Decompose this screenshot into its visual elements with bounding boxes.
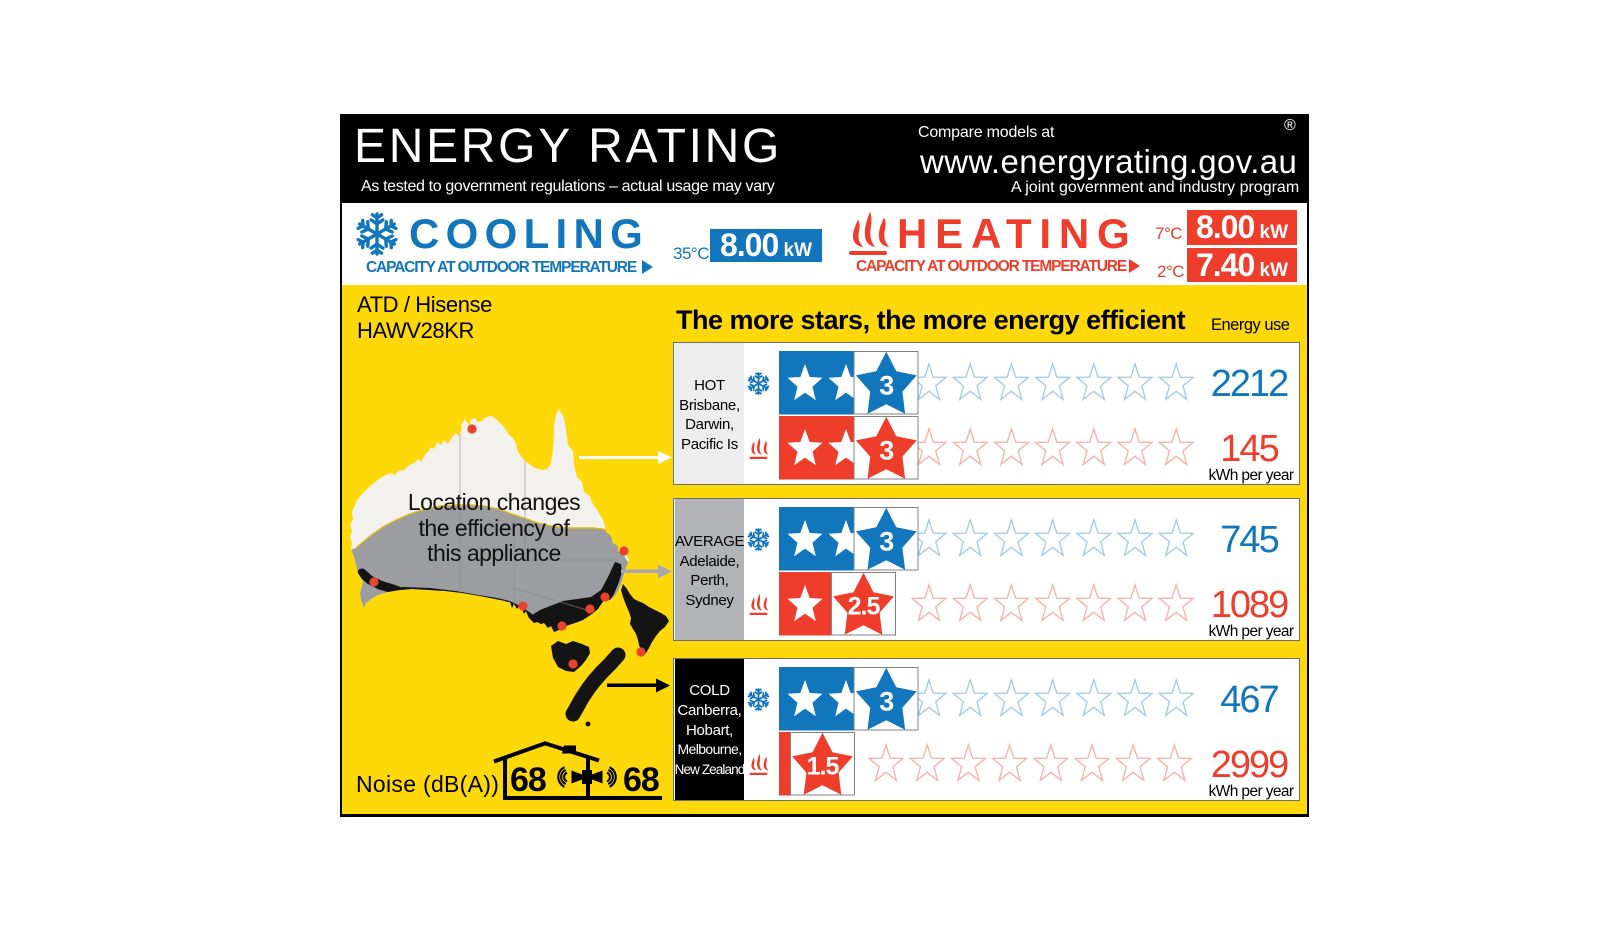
svg-text:1.5: 1.5 <box>807 753 840 781</box>
svg-text:3: 3 <box>879 527 894 557</box>
svg-text:68: 68 <box>510 761 546 799</box>
svg-text:3: 3 <box>879 687 894 717</box>
svg-text:3: 3 <box>879 371 894 401</box>
svg-text:2.5: 2.5 <box>848 593 881 621</box>
svg-text:68: 68 <box>623 761 659 799</box>
svg-text:3: 3 <box>879 436 894 466</box>
